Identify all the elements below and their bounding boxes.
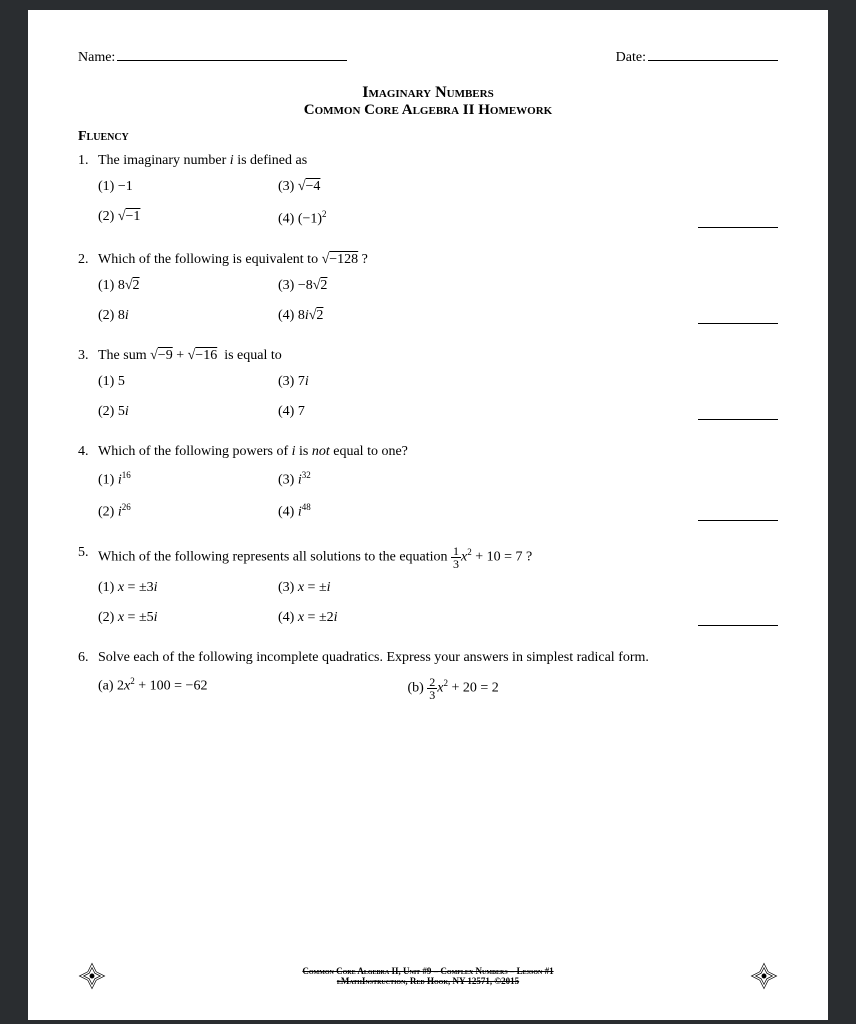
- name-field: Name:: [78, 50, 347, 66]
- date-input-line[interactable]: [648, 60, 778, 61]
- question-number: 5.: [78, 545, 89, 561]
- choice-4: (4) 8i√2: [278, 308, 458, 324]
- choices: (1) i16 (3) i32 (2) i26 (4) i48: [98, 470, 778, 521]
- question-stem: Which of the following is equivalent to …: [98, 252, 778, 268]
- question-stem: The sum √−9 + √−16 is equal to: [98, 348, 778, 364]
- choice-2: (2) 8i: [98, 308, 278, 324]
- choice-4: (4) x = ±2i: [278, 610, 458, 626]
- ornament-icon: [750, 962, 778, 990]
- question-number: 4.: [78, 444, 89, 460]
- question-3: 3. The sum √−9 + √−16 is equal to (1) 5 …: [78, 348, 778, 420]
- question-6: 6. Solve each of the following incomplet…: [78, 650, 778, 701]
- choices: (1) x = ±3i (3) x = ±i (2) x = ±5i (4) x…: [98, 580, 778, 626]
- ornament-icon: [78, 962, 106, 990]
- choice-2: (2) i26: [98, 502, 278, 521]
- choice-3: (3) x = ±i: [278, 580, 458, 596]
- question-number: 1.: [78, 153, 89, 169]
- header-row: Name: Date:: [78, 50, 778, 66]
- question-1: 1. The imaginary number i is defined as …: [78, 153, 778, 228]
- question-6-parts: (a) 2x2 + 100 = −62 (b) 23x2 + 20 = 2: [98, 676, 778, 701]
- question-number: 6.: [78, 650, 89, 666]
- choice-2: (2) √−1: [98, 209, 278, 228]
- name-input-line[interactable]: [117, 60, 347, 61]
- choice-4: (4) i48: [278, 502, 458, 521]
- answer-blank[interactable]: [698, 323, 778, 324]
- question-stem: Solve each of the following incomplete q…: [98, 650, 778, 666]
- choice-3: (3) i32: [278, 470, 458, 489]
- worksheet-page: Name: Date: Imaginary Numbers Common Cor…: [28, 10, 828, 1020]
- choices: (1) 8√2 (3) −8√2 (2) 8i (4) 8i√2: [98, 278, 778, 324]
- choice-3: (3) 7i: [278, 374, 458, 390]
- title-line-1: Imaginary Numbers: [78, 84, 778, 102]
- choice-3: (3) √−4: [278, 179, 458, 195]
- footer: Common Core Algebra II, Unit #9 – Comple…: [78, 962, 778, 990]
- choice-1: (1) i16: [98, 470, 278, 489]
- date-field: Date:: [616, 50, 778, 66]
- choice-1: (1) x = ±3i: [98, 580, 278, 596]
- question-stem: Which of the following represents all so…: [98, 545, 778, 570]
- choice-4: (4) (−1)2: [278, 209, 458, 228]
- title-line-2: Common Core Algebra II Homework: [78, 102, 778, 119]
- part-a: (a) 2x2 + 100 = −62: [98, 676, 207, 701]
- section-label: Fluency: [78, 129, 778, 145]
- name-label: Name:: [78, 50, 115, 66]
- question-stem: Which of the following powers of i is no…: [98, 444, 778, 460]
- date-label: Date:: [616, 50, 646, 66]
- answer-blank[interactable]: [698, 227, 778, 228]
- question-2: 2. Which of the following is equivalent …: [78, 252, 778, 324]
- answer-blank[interactable]: [698, 625, 778, 626]
- choice-4: (4) 7: [278, 404, 458, 420]
- choice-1: (1) −1: [98, 179, 278, 195]
- choice-2: (2) x = ±5i: [98, 610, 278, 626]
- choice-1: (1) 8√2: [98, 278, 278, 294]
- choices: (1) 5 (3) 7i (2) 5i (4) 7: [98, 374, 778, 420]
- question-4: 4. Which of the following powers of i is…: [78, 444, 778, 521]
- question-5: 5. Which of the following represents all…: [78, 545, 778, 626]
- question-stem: The imaginary number i is defined as: [98, 153, 778, 169]
- choice-3: (3) −8√2: [278, 278, 458, 294]
- choice-2: (2) 5i: [98, 404, 278, 420]
- question-number: 2.: [78, 252, 89, 268]
- choice-1: (1) 5: [98, 374, 278, 390]
- question-number: 3.: [78, 348, 89, 364]
- footer-text: Common Core Algebra II, Unit #9 – Comple…: [302, 966, 553, 986]
- choices: (1) −1 (3) √−4 (2) √−1 (4) (−1)2: [98, 179, 778, 228]
- answer-blank[interactable]: [698, 520, 778, 521]
- part-b: (b) 23x2 + 20 = 2: [407, 676, 498, 701]
- answer-blank[interactable]: [698, 419, 778, 420]
